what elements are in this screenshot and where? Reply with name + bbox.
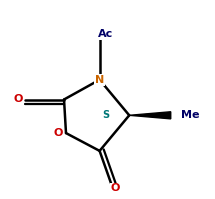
Text: O: O xyxy=(53,128,63,138)
Text: Ac: Ac xyxy=(98,29,113,39)
Text: O: O xyxy=(111,183,120,193)
Polygon shape xyxy=(129,112,171,119)
Text: O: O xyxy=(14,95,23,104)
Text: Me: Me xyxy=(181,110,199,120)
Text: S: S xyxy=(102,110,109,120)
Text: N: N xyxy=(95,75,104,85)
